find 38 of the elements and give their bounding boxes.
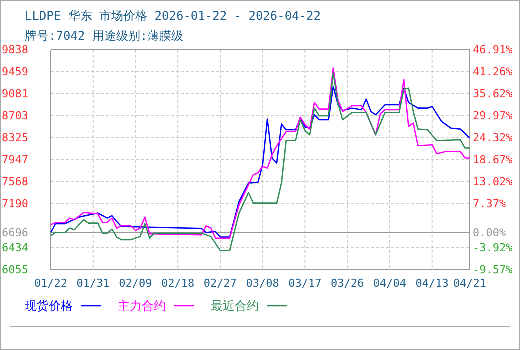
x-tick-label: 04/13: [416, 276, 449, 290]
y2-tick-label: -9.57%: [473, 264, 514, 277]
y-tick-label: 7568: [2, 176, 28, 189]
y2-tick-label: 0.00%: [473, 226, 506, 240]
legend-label: 现货价格: [25, 299, 73, 313]
x-tick-label: 03/08: [246, 276, 280, 290]
x-tick-label: 02/27: [204, 276, 238, 290]
y-tick-label: 8703: [2, 110, 28, 123]
y-tick-label: 9459: [2, 66, 28, 79]
y-tick-label: 6696: [2, 226, 28, 240]
x-tick-label: 01/31: [76, 276, 110, 290]
y-tick-label: 8325: [2, 132, 28, 145]
y2-tick-label: 7.37%: [473, 198, 506, 211]
y-tick-label: 6434: [2, 241, 29, 254]
x-tick-label: 02/18: [162, 276, 195, 290]
y2-tick-label: 41.26%: [473, 66, 514, 79]
y-tick-label: 9838: [2, 44, 28, 57]
x-tick-label: 03/17: [288, 276, 322, 290]
x-tick-label: 01/22: [34, 276, 68, 290]
chart-subtitle: 牌号:7042 用途级别:薄膜级: [25, 29, 184, 43]
x-tick-label: 03/26: [331, 276, 364, 290]
y2-tick-label: -3.92%: [473, 242, 514, 255]
y2-tick-label: 35.62%: [473, 87, 514, 100]
x-tick-label: 04/04: [373, 276, 407, 290]
x-tick-label: 02/09: [119, 276, 152, 290]
chart-title: LLDPE 华东 市场价格 2026-01-22 - 2026-04-22: [25, 9, 321, 23]
y2-tick-label: 13.02%: [473, 176, 514, 189]
x-tick-label: 04/21: [453, 276, 487, 290]
y-tick-label: 6055: [2, 264, 28, 277]
y2-tick-label: 29.97%: [473, 110, 514, 123]
y2-tick-label: 18.67%: [473, 154, 514, 167]
y2-tick-label: 24.32%: [473, 132, 514, 145]
legend-label: 最近合约: [211, 299, 259, 313]
y2-tick-label: 46.91%: [473, 44, 514, 57]
y-tick-label: 7190: [2, 198, 28, 211]
y-tick-label: 7947: [2, 153, 28, 166]
y-tick-label: 9081: [2, 88, 28, 101]
legend-label: 主力合约: [118, 299, 166, 313]
